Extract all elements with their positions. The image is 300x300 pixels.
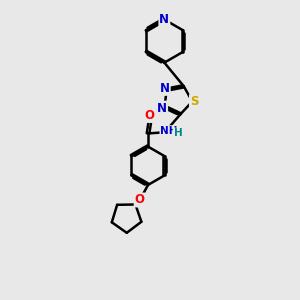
Text: O: O [144,109,154,122]
Text: N: N [159,13,170,26]
Text: H: H [174,128,182,138]
Text: O: O [135,194,145,206]
Text: N: N [157,102,167,115]
Text: S: S [190,95,198,108]
Text: N: N [160,82,170,95]
Text: NH: NH [160,126,178,136]
